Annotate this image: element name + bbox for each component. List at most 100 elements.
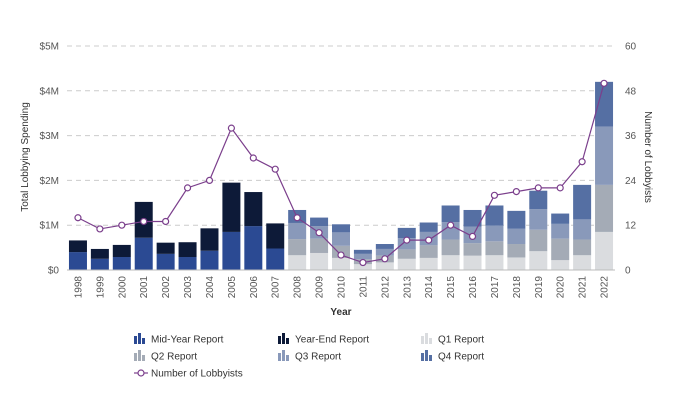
bar-segment[interactable] [156,253,175,270]
bar-segment[interactable] [441,239,460,256]
bar-segment[interactable] [573,255,592,270]
lobbyists-point[interactable] [534,184,542,192]
legend-item[interactable]: Q4 Report [421,350,484,363]
bar-segment[interactable] [68,240,87,253]
bar-segment[interactable] [332,257,350,270]
lobbyists-point[interactable] [96,225,104,233]
lobbyists-point[interactable] [381,255,389,263]
bar-segment[interactable] [529,251,548,270]
bar-segment[interactable] [353,249,372,254]
bar-segment[interactable] [397,258,416,270]
legend-item[interactable]: Q3 Report [278,350,341,363]
lobbyists-point[interactable] [315,229,323,237]
bar-segment[interactable] [90,258,109,270]
lobbyists-point[interactable] [162,217,170,226]
bar-segment[interactable] [595,231,614,270]
bar-segment[interactable] [419,222,438,232]
bar-segment[interactable] [529,229,548,252]
bar-segment[interactable] [397,249,416,259]
bar-segment[interactable] [529,209,548,230]
bar-segment[interactable] [200,250,219,270]
bar-segment[interactable] [90,248,109,259]
bar-segment[interactable] [375,248,394,256]
legend-item[interactable]: Year-End Report [278,333,369,346]
bar-segment[interactable] [419,245,438,258]
lobbyists-point[interactable] [490,191,499,199]
bar-segment[interactable] [288,239,307,256]
bar-segment[interactable] [441,255,460,270]
bar-segment[interactable] [353,264,372,270]
bar-segment[interactable] [485,225,504,242]
bar-segment[interactable] [310,252,329,270]
lobbyists-point[interactable] [118,221,126,229]
bar-segment[interactable] [134,237,153,270]
bar-segment[interactable] [332,232,350,246]
bar-segment[interactable] [332,224,350,233]
bar-segment[interactable] [419,257,438,270]
lobbyists-point[interactable] [227,124,235,132]
bar-segment[interactable] [266,248,285,270]
bar-segment[interactable] [485,255,504,270]
bar-segment[interactable] [112,257,131,270]
bar-segment[interactable] [463,255,482,270]
bar-segment[interactable] [507,228,526,245]
lobbyists-point[interactable] [600,79,608,87]
bar-segment[interactable] [441,205,460,223]
bar-segment[interactable] [222,182,241,232]
bar-segment[interactable] [463,209,482,227]
bar-segment[interactable] [178,257,197,270]
legend-item[interactable]: Q1 Report [421,333,484,346]
bar-segment[interactable] [68,252,87,270]
bar-segment[interactable] [178,242,197,258]
bar-segment[interactable] [375,262,394,270]
bar-segment[interactable] [507,244,526,258]
lobbyists-point[interactable] [337,251,345,259]
bar-segment[interactable] [507,257,526,270]
bar-segment[interactable] [375,244,394,249]
bar-segment[interactable] [288,222,307,240]
bar-segment[interactable] [529,190,548,210]
bar-segment[interactable] [595,184,614,232]
bar-segment[interactable] [507,210,526,229]
bar-segment[interactable] [397,227,416,239]
bar-segment[interactable] [353,253,372,260]
bar-segment[interactable] [112,244,131,258]
lobbyists-point[interactable] [578,158,586,166]
bar-segment[interactable] [397,238,416,250]
bar-segment[interactable] [244,226,263,270]
lobbyists-point[interactable] [205,176,214,184]
lobbyists-point[interactable] [249,154,257,162]
bar-segment[interactable] [551,260,570,270]
lobbyists-point[interactable] [74,214,82,222]
bar-segment[interactable] [573,219,592,240]
bar-segment[interactable] [266,223,285,249]
lobbyists-point[interactable] [271,165,279,173]
bar-segment[interactable] [288,255,307,270]
lobbyists-point[interactable] [293,214,301,222]
lobbyists-point[interactable] [512,188,520,196]
bar-segment[interactable] [551,223,570,239]
bar-segment[interactable] [222,231,241,270]
lobbyists-point[interactable] [425,236,433,244]
legend-item[interactable]: Mid-Year Report [134,333,224,346]
bar-segment[interactable] [595,81,614,127]
lobbyists-point[interactable] [140,217,148,226]
legend-item[interactable]: Number of Lobbyists [134,369,243,380]
bar-segment[interactable] [310,217,329,227]
bar-segment[interactable] [310,238,329,253]
bar-segment[interactable] [156,242,175,254]
lobbyists-point[interactable] [447,221,455,229]
bar-segment[interactable] [244,192,263,227]
bar-segment[interactable] [485,241,504,256]
bar-segment[interactable] [551,238,570,261]
bar-segment[interactable] [573,184,592,220]
lobbyists-point[interactable] [183,184,192,192]
bar-segment[interactable] [463,243,482,256]
lobbyists-point[interactable] [403,236,411,244]
legend-item[interactable]: Q2 Report [134,350,197,363]
bar-segment[interactable] [573,239,592,256]
bar-segment[interactable] [200,228,219,251]
bar-segment[interactable] [551,213,570,224]
lobbyists-point[interactable] [556,184,564,192]
bar-segment[interactable] [441,222,460,240]
